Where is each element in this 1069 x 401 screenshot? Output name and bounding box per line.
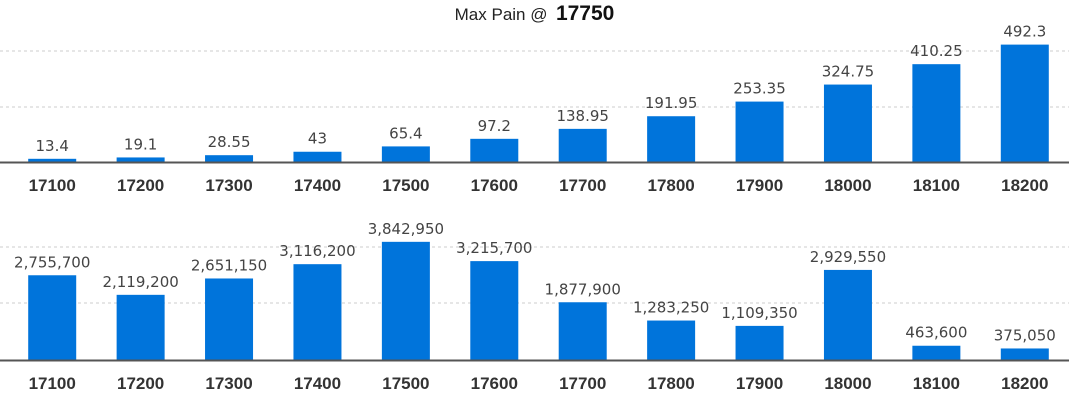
chart-2-bar-17900 [735, 325, 784, 360]
chart-1-bar-17500 [381, 146, 430, 162]
chart-2-bar-18000 [823, 269, 872, 360]
chart-2-data-label-17100: 2,755,700 [14, 253, 90, 271]
chart-2-data-label-17900: 1,109,350 [721, 304, 797, 322]
chart-2-bar-17200 [116, 294, 165, 360]
chart-1-bar-18100 [912, 64, 961, 162]
chart-2-tick-label-17600: 17600 [471, 374, 518, 393]
chart-2-bar-17500 [381, 241, 430, 360]
chart-2-data-label-17700: 1,877,900 [545, 280, 621, 298]
chart-1-tick-label-17500: 17500 [382, 176, 429, 195]
chart-2-bar-17400 [293, 264, 342, 360]
chart-1-tick-label-17400: 17400 [294, 176, 341, 195]
chart-1-data-label-17600: 97.2 [478, 117, 511, 135]
title-label: Max Pain @ [454, 5, 548, 24]
chart-1-data-label-17500: 65.4 [389, 124, 422, 142]
chart-2-tick-label-17100: 17100 [29, 374, 76, 393]
chart-2-tick-label-17900: 17900 [736, 374, 783, 393]
chart-1-data-label-17400: 43 [308, 130, 327, 148]
chart-1-bar-18000 [823, 84, 872, 162]
chart-2-tick-label-17500: 17500 [382, 374, 429, 393]
chart-2-data-label-17400: 3,116,200 [279, 242, 355, 260]
chart-1-data-label-18200: 492.3 [1003, 23, 1046, 41]
chart-2-bar-18200 [1000, 348, 1049, 360]
chart-title: Max Pain @ 17750 [0, 2, 1069, 30]
chart-1-data-label-17900: 253.35 [733, 80, 786, 98]
chart-2-tick-label-17400: 17400 [294, 374, 341, 393]
chart-1-data-label-18100: 410.25 [910, 42, 963, 60]
chart-1-bar-17600 [470, 138, 519, 162]
chart-2-bar-18100 [912, 345, 961, 360]
chart-2-bar-17100 [28, 275, 77, 360]
chart-2-tick-label-17700: 17700 [559, 374, 606, 393]
max-pain-value: 17750 [555, 2, 615, 25]
chart-2-tick-label-18100: 18100 [913, 374, 960, 393]
chart-1-tick-label-17900: 17900 [736, 176, 783, 195]
chart-1-bar-17100 [28, 158, 77, 162]
chart-2-bar-17800 [647, 320, 696, 360]
chart-2-bar-17300 [205, 278, 254, 360]
chart-2-data-label-17500: 3,842,950 [368, 220, 444, 238]
chart-2-tick-label-17300: 17300 [205, 374, 252, 393]
chart-2-tick-label-18000: 18000 [824, 374, 871, 393]
chart-2-data-label-18000: 2,929,550 [810, 248, 886, 266]
chart-1-tick-label-17100: 17100 [29, 176, 76, 195]
chart-1-tick-label-17300: 17300 [205, 176, 252, 195]
chart-2-tick-label-18200: 18200 [1001, 374, 1048, 393]
chart-1-tick-label-17800: 17800 [647, 176, 694, 195]
chart-1-bar-17200 [116, 157, 165, 162]
chart-1-tick-label-17200: 17200 [117, 176, 164, 195]
chart-1-bar-17400 [293, 151, 342, 162]
chart-1-data-label-17800: 191.95 [645, 94, 698, 112]
chart-2-bar-17700 [558, 302, 607, 360]
chart-1-data-label-17100: 13.4 [36, 137, 69, 155]
chart-2-tick-label-17800: 17800 [647, 374, 694, 393]
chart-1-bar-18200 [1000, 44, 1049, 162]
chart-2-tick-label-17200: 17200 [117, 374, 164, 393]
chart-2-bar-17600 [470, 261, 519, 360]
chart-1-bar-17300 [205, 155, 254, 162]
chart-1-tick-label-18000: 18000 [824, 176, 871, 195]
chart-2-data-label-17300: 2,651,150 [191, 256, 267, 274]
chart-1-tick-label-17600: 17600 [471, 176, 518, 195]
chart-1-tick-label-17700: 17700 [559, 176, 606, 195]
chart-1-bar-17900 [735, 101, 784, 162]
chart-1-bar-17800 [647, 116, 696, 162]
chart-1-tick-label-18200: 18200 [1001, 176, 1048, 195]
chart-1-tick-label-18100: 18100 [913, 176, 960, 195]
chart-1-data-label-17300: 28.55 [208, 133, 251, 151]
chart-1-data-label-17700: 138.95 [556, 107, 609, 125]
chart-2-data-label-18100: 463,600 [905, 324, 967, 342]
chart-1-data-label-17200: 19.1 [124, 135, 157, 153]
chart-2-data-label-17600: 3,215,700 [456, 239, 532, 257]
chart-1-bar-17700 [558, 128, 607, 162]
chart-2-data-label-17200: 2,119,200 [102, 273, 178, 291]
chart-2-data-label-17800: 1,283,250 [633, 299, 709, 317]
chart-2-data-label-18200: 375,050 [994, 326, 1056, 344]
chart-1-data-label-18000: 324.75 [822, 63, 875, 81]
